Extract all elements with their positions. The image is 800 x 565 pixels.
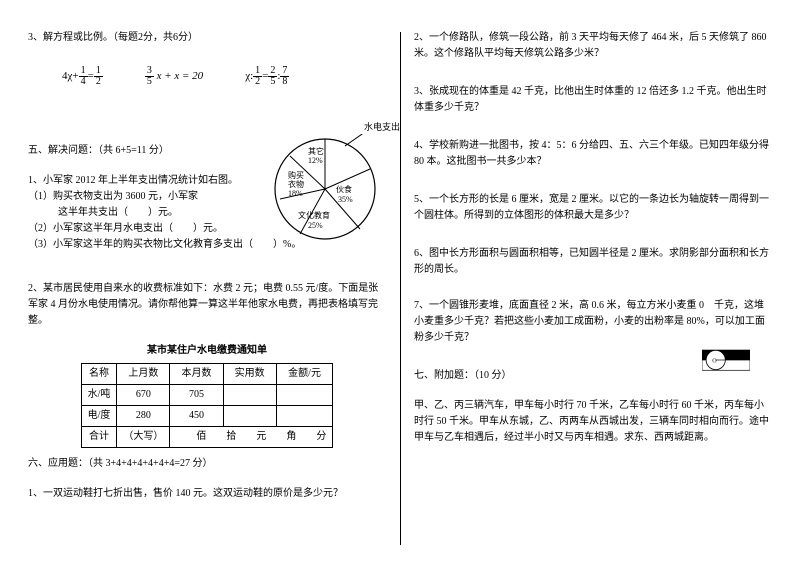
cell: 280	[117, 406, 170, 427]
right-column: 2、一个修路队，修筑一段公路，前 3 天平均每天修了 464 米，后 5 天修筑…	[400, 30, 782, 555]
eq2-fd: 5	[145, 77, 154, 87]
cell	[276, 385, 333, 406]
left-column: 3、解方程或比例。（每题2分，共6分） 4χ+14=12 35 x + x = …	[18, 30, 400, 555]
th-4: 金额/元	[276, 364, 333, 385]
cell	[276, 406, 333, 427]
cell: 电/度	[81, 406, 117, 427]
rq7: 7、一个圆锥形麦堆，底面直径 2 米，高 0.6 米，每立方米小麦重 0 千克，…	[414, 298, 772, 346]
circle-svg: O	[702, 348, 750, 372]
rq7-1: 甲、乙、丙三辆汽车，甲车每小时行 70 千米，乙车每小时行 60 千米，丙车每小…	[414, 398, 772, 446]
eq3-f1d: 2	[253, 77, 262, 87]
pie-outer-label: 水电支出	[280, 120, 400, 134]
table-title: 某市某住户水电缴费通知单	[28, 343, 386, 359]
section-6: 六、应用题：（共 3+4+4+4+4+4+4=27 分）	[28, 456, 386, 472]
slice-label-1a: 购买	[288, 170, 304, 180]
cell: 450	[170, 406, 223, 427]
eq1-pre: 4χ+	[62, 70, 79, 82]
slice-label-1b: 衣物	[288, 179, 304, 189]
cell: （大写）	[117, 427, 170, 448]
slice-pct-3: 35%	[338, 195, 353, 204]
eq3-pre: χ:	[245, 70, 253, 82]
th-2: 本月数	[170, 364, 223, 385]
column-divider	[400, 32, 401, 545]
circle-diagram: O	[702, 348, 750, 378]
pie-svg: 其它 12% 购买 衣物 18% 文化教育 25% 伙食 35%	[270, 134, 380, 244]
th-3: 实用数	[223, 364, 276, 385]
p6-1: 1、一双运动鞋打七折出售，售价 140 元。这双运动鞋的原价是多少元？	[28, 486, 386, 502]
eq2-rest: x + x = 20	[157, 70, 204, 82]
cell: 佰 拾 元 角 分	[170, 427, 333, 448]
circle-center-label: O	[712, 359, 717, 365]
equation-row: 4χ+14=12 35 x + x = 20 χ:12=25:78	[28, 60, 386, 93]
equation-2: 35 x + x = 20	[145, 66, 203, 87]
cell	[223, 406, 276, 427]
table-header-row: 名称 上月数 本月数 实用数 金额/元	[81, 364, 333, 385]
rq2: 2、一个修路队，修筑一段公路，前 3 天平均每天修了 464 米，后 5 天修筑…	[414, 30, 772, 62]
rq4: 4、学校新购进一批图书，按 4：5：6 分给四、五、六三个年级。已知四年级分得 …	[414, 138, 772, 170]
slice-pct-1: 18%	[288, 189, 303, 198]
cell	[223, 385, 276, 406]
equation-1: 4χ+14=12	[62, 66, 103, 87]
pie-chart: 水电支出 其它 12% 购买 衣物 18% 文化教育 25% 伙食 35%	[270, 120, 390, 250]
th-0: 名称	[81, 364, 117, 385]
rq6: 6、图中长方形面积与圆面积相等，已知圆半径是 2 厘米。求阴影部分面积和长方形的…	[414, 246, 772, 278]
cell: 合计	[81, 427, 117, 448]
cell: 水/吨	[81, 385, 117, 406]
cell: 705	[170, 385, 223, 406]
slice-label-2: 文化教育	[298, 210, 330, 220]
p2: 2、某市居民使用自来水的收费标准如下：水费 2 元；电费 0.55 元/度。下面…	[28, 281, 386, 329]
table-row: 电/度 280 450	[81, 406, 333, 427]
slice-label-0: 其它	[308, 146, 324, 156]
equation-3: χ:12=25:78	[245, 66, 289, 87]
fee-table: 名称 上月数 本月数 实用数 金额/元 水/吨 670 705 电/度 280 …	[81, 363, 334, 448]
slice-pct-4: 25%	[308, 221, 323, 230]
slice-pct-0: 12%	[308, 156, 323, 165]
slice-label-3: 伙食	[336, 184, 352, 194]
cell: 670	[117, 385, 170, 406]
eq3-f3d: 8	[280, 77, 289, 87]
q3-equations-title: 3、解方程或比例。（每题2分，共6分）	[28, 30, 386, 46]
eq1-f1d: 4	[79, 77, 88, 87]
eq3-f2d: 5	[268, 77, 277, 87]
rq3: 3、张成现在的体重是 42 千克，比他出生时体重的 12 倍还多 1.2 千克。…	[414, 84, 772, 116]
th-1: 上月数	[117, 364, 170, 385]
eq1-f2d: 2	[94, 77, 103, 87]
rq5: 5、一个长方形的长是 6 厘米，宽是 2 厘米。以它的一条边长为轴旋转一周得到一…	[414, 192, 772, 224]
table-row: 水/吨 670 705	[81, 385, 333, 406]
table-row: 合计 （大写） 佰 拾 元 角 分	[81, 427, 333, 448]
